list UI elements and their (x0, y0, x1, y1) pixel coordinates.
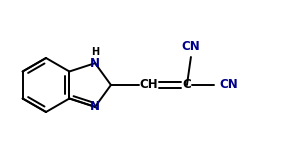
Text: C: C (182, 79, 191, 91)
Text: H: H (91, 47, 99, 57)
Text: CN: CN (181, 41, 200, 53)
Text: N: N (90, 100, 100, 113)
Text: CN: CN (220, 79, 238, 91)
Text: N: N (90, 57, 100, 70)
Text: CH: CH (140, 79, 158, 91)
